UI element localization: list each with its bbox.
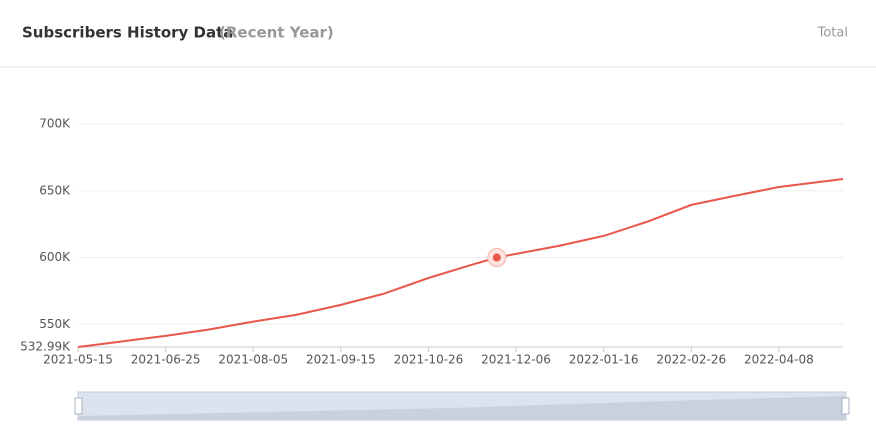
y-tick-label: 650K (39, 183, 71, 197)
y-tick-label: 550K (39, 317, 71, 331)
y-tick-label: 600K (39, 250, 71, 264)
subtitle: (Recent Year) (219, 24, 334, 42)
slider-preview (78, 396, 846, 420)
x-tick-label: 2021-08-05 (218, 353, 288, 367)
y-tick-label: 532.99K (20, 340, 71, 354)
total-toggle[interactable]: Total (817, 26, 848, 41)
zoom-slider[interactable] (74, 391, 850, 421)
line (77, 178, 844, 348)
x-tick-label: 2021-06-25 (131, 353, 201, 367)
x-tick-label: 2022-01-16 (569, 353, 639, 367)
x-tick-label: 2021-05-15 (43, 353, 113, 367)
slider-handle[interactable] (74, 397, 83, 415)
x-tick-label: 2022-04-08 (744, 353, 814, 367)
title: Subscribers History Data (22, 24, 233, 42)
x-tick-label: 2021-10-26 (394, 353, 464, 367)
y-tick-label: 700K (39, 117, 71, 131)
x-tick-label: 2021-09-15 (306, 353, 376, 367)
x-tick-label: 2022-02-26 (656, 353, 726, 367)
milestone-icon (492, 253, 501, 262)
slider-handle[interactable] (841, 397, 850, 415)
x-tick-label: 2021-12-06 (481, 353, 551, 367)
